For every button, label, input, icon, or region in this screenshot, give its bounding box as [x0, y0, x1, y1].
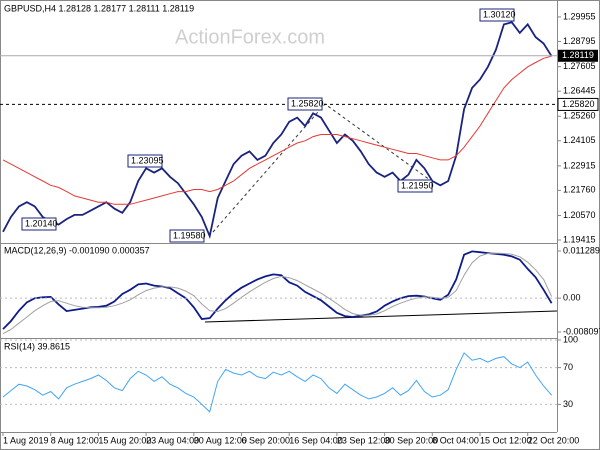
series-line: [2, 55, 552, 205]
y-tick-label: 1.28795: [563, 36, 596, 46]
y-tick-label: 1.26445: [563, 86, 596, 96]
x-tick-label: 23 Sep 12:00: [337, 435, 391, 445]
y-tick-label: 1.22915: [563, 160, 596, 170]
price-title: GBPUSD,H4 1.28128 1.28177 1.28111 1.2811…: [4, 3, 194, 13]
series-line: [2, 21, 553, 240]
annotation: 1.23095: [131, 155, 164, 165]
x-tick-label: 22 Oct 20:00: [528, 435, 580, 445]
x-tick-label: 8 Oct 04:00: [432, 435, 479, 445]
y-tick-label: 30: [563, 399, 573, 409]
x-tick-label: 23 Aug 04:00: [146, 435, 199, 445]
annotation: 1.20140: [25, 218, 58, 228]
annotation-box: [397, 179, 433, 193]
x-tick-label: 1 Aug 2019: [3, 435, 49, 445]
y-tick-label: 70: [563, 362, 573, 372]
macd-title: MACD(12,26,9) -0.001090 0.000357: [4, 245, 150, 255]
series-line: [2, 252, 553, 335]
y-tick-label: 1.24105: [563, 135, 596, 145]
x-tick-label: 8 Aug 12:00: [51, 435, 99, 445]
annotation-box: [21, 217, 57, 231]
level-label: 1.25820: [562, 99, 595, 109]
x-tick-label: 30 Aug 12:00: [194, 435, 247, 445]
y-tick-label: 1.25260: [563, 111, 596, 121]
x-tick-label: 30 Sep 20:00: [385, 435, 439, 445]
x-tick-label: 6 Sep 20:00: [242, 435, 291, 445]
annotation-box: [127, 154, 163, 168]
watermark: ActionForex.com: [175, 26, 325, 48]
y-tick-label: 100: [563, 334, 578, 344]
current-price: 1.28119: [562, 50, 594, 60]
level-box: [557, 97, 599, 111]
annotation: 1.25820: [291, 98, 324, 108]
annotation: 1.30120: [483, 9, 516, 19]
y-tick-label: 0.00: [563, 293, 581, 303]
y-tick-label: 1.19415: [563, 234, 596, 244]
annotation: 1.19580: [173, 230, 206, 240]
price-box: [558, 49, 598, 62]
series-line: [2, 352, 552, 413]
y-tick-label: 0.011289: [563, 245, 600, 255]
x-tick-label: 16 Sep 04:00: [289, 435, 343, 445]
series-line: [2, 250, 553, 330]
rsi-title: RSI(14) 39.8615: [4, 341, 70, 351]
annotation-box: [287, 97, 323, 111]
y-tick-label: 1.27605: [563, 61, 596, 71]
y-tick-label: 1.20570: [563, 210, 596, 220]
annotation-box: [169, 229, 205, 243]
y-tick-label: 1.29955: [563, 11, 596, 21]
annotation-box: [479, 8, 515, 22]
y-tick-label: 1.21760: [563, 185, 596, 195]
x-tick-label: 15 Aug 20:00: [98, 435, 151, 445]
x-tick-label: 15 Oct 12:00: [480, 435, 532, 445]
y-tick-label: -0.008097: [563, 326, 600, 336]
annotation: 1.21950: [401, 180, 434, 190]
trend-line: [204, 310, 558, 323]
